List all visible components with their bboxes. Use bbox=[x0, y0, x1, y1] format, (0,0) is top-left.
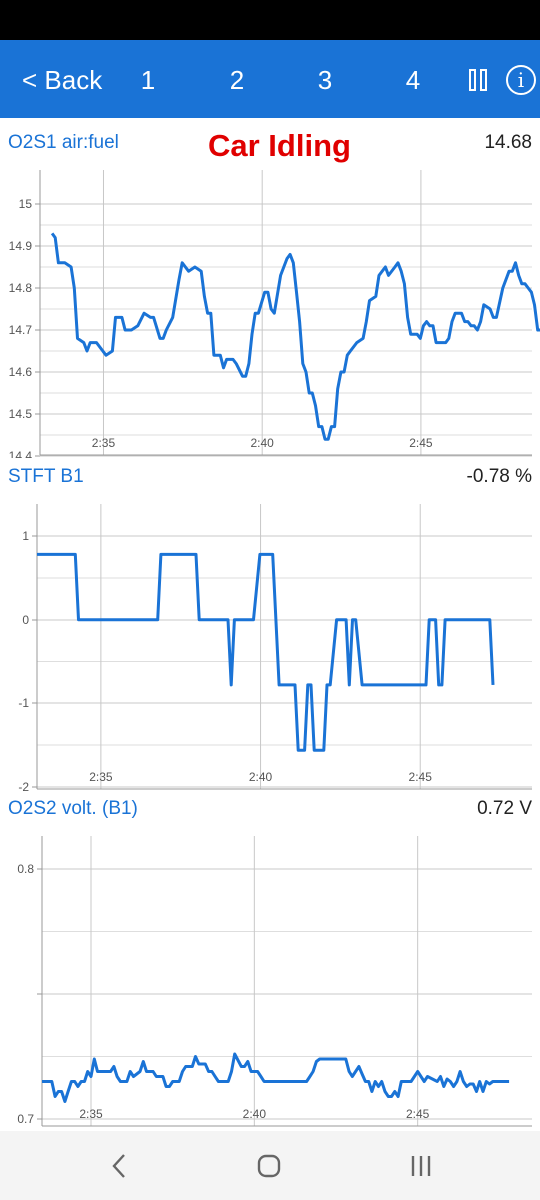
chart-label: O2S1 air:fuel bbox=[8, 132, 119, 153]
y-tick-label: 14.9 bbox=[9, 239, 33, 253]
tab-1[interactable]: 1 bbox=[140, 65, 156, 95]
y-tick-label: -2 bbox=[18, 780, 29, 792]
y-tick-label: -1 bbox=[18, 696, 29, 710]
back-icon[interactable] bbox=[105, 1151, 135, 1181]
chart-label: STFT B1 bbox=[8, 466, 84, 487]
chart-plot: 2:35 2:40 2:45 1 0 -1 -2 bbox=[18, 504, 532, 792]
x-tick-label: 2:35 bbox=[79, 1107, 103, 1121]
status-bar bbox=[0, 0, 540, 40]
chart-stft: STFT B1 -0.78 % 2:35 2:40 2:45 1 0 -1 -2 bbox=[0, 458, 540, 792]
y-tick-label: 0.7 bbox=[17, 1112, 34, 1126]
chart-label: O2S2 volt. (B1) bbox=[8, 798, 138, 819]
tab-3[interactable]: 3 bbox=[317, 65, 333, 95]
y-tick-label: 14.5 bbox=[9, 407, 33, 421]
pause-icon[interactable] bbox=[467, 69, 491, 93]
y-tick-label: 15 bbox=[19, 197, 33, 211]
x-tick-label: 2:35 bbox=[89, 770, 113, 784]
series-line bbox=[50, 232, 540, 441]
y-tick-label: 0.8 bbox=[17, 862, 34, 876]
x-tick-label: 2:45 bbox=[409, 436, 433, 450]
system-nav-bar bbox=[0, 1131, 540, 1200]
y-tick-label: 14.7 bbox=[9, 323, 33, 337]
recents-icon[interactable] bbox=[406, 1151, 436, 1181]
chart-value: 14.68 bbox=[484, 132, 532, 153]
y-tick-label: 14.8 bbox=[9, 281, 33, 295]
tab-2[interactable]: 2 bbox=[229, 65, 245, 95]
app-bar: < Back 1 2 3 4 i bbox=[0, 40, 540, 118]
y-tick-label: 14.6 bbox=[9, 365, 33, 379]
back-button[interactable]: < Back bbox=[22, 65, 103, 95]
series-line bbox=[42, 1052, 510, 1103]
chart-plot: 2:35 2:40 2:45 15 14.9 14.8 14.7 14.6 14.5 14.4 bbox=[9, 170, 540, 458]
y-tick-label: 14.4 bbox=[9, 449, 33, 458]
chart-value: 0.72 V bbox=[477, 798, 532, 819]
y-tick-label: 1 bbox=[22, 529, 29, 543]
overlay-annotation: Car Idling bbox=[208, 128, 351, 163]
x-tick-label: 2:45 bbox=[406, 1107, 430, 1121]
chart-o2s1: O2S1 air:fuel Car Idling 14.68 2:35 2:40 2… bbox=[0, 124, 540, 458]
y-tick-label: 0 bbox=[22, 613, 29, 627]
x-tick-label: 2:40 bbox=[249, 770, 273, 784]
x-tick-label: 2:40 bbox=[251, 436, 275, 450]
chart-value: -0.78 % bbox=[466, 466, 532, 487]
x-tick-label: 2:45 bbox=[409, 770, 433, 784]
x-tick-label: 2:35 bbox=[92, 436, 116, 450]
home-icon[interactable] bbox=[254, 1151, 284, 1181]
x-tick-label: 2:40 bbox=[243, 1107, 267, 1121]
series-line bbox=[37, 552, 495, 752]
chart-plot: 2:35 2:40 2:45 0.8 0.7 bbox=[17, 836, 532, 1127]
chart-o2s2: O2S2 volt. (B1) 0.72 V 2:35 2:40 2:45 0.8 0.… bbox=[0, 790, 540, 1129]
info-icon[interactable]: i bbox=[506, 65, 536, 95]
tab-4[interactable]: 4 bbox=[405, 65, 421, 95]
